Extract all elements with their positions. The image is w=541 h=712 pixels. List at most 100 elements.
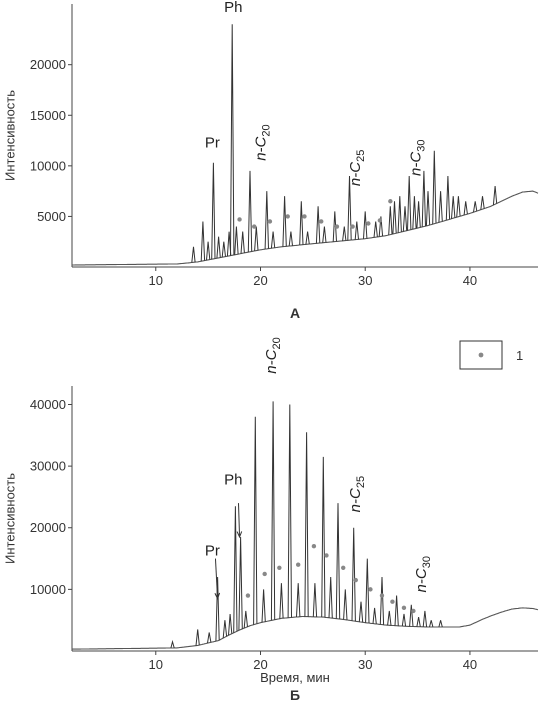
x-tick-label: 10 (149, 657, 163, 672)
marker-point (285, 214, 290, 219)
marker-point (353, 577, 358, 583)
marker-point (411, 608, 416, 614)
marker-point (390, 599, 395, 604)
chromatogram-peak (379, 576, 385, 625)
chromatogram-peak (221, 241, 226, 258)
chromatogram-peak (243, 610, 248, 629)
marker-point (379, 593, 385, 598)
chromatogram-peak (401, 613, 407, 627)
chromatogram-peak (270, 231, 276, 249)
carbon-label-subscript: 25 (355, 476, 367, 488)
chromatogram-peak (445, 175, 451, 221)
x-tick-label: 30 (358, 273, 372, 288)
chromatogram-peak (254, 226, 259, 251)
chromatogram-peak (296, 583, 301, 618)
y-axis-title: Интенсивность (3, 473, 18, 564)
chromatogram-peak (422, 610, 428, 627)
carbon-label: n-C20 (253, 124, 273, 160)
chromatogram-peak (451, 196, 456, 219)
chromatogram-peak (288, 231, 293, 247)
chromatogram-peak (228, 613, 233, 636)
carbon-label: n-C25 (347, 476, 367, 512)
chromatogram-peak (416, 617, 421, 627)
x-axis-title: Время, мин (260, 670, 330, 685)
chromatogram-peak (299, 201, 304, 246)
chromatogram-peak (170, 639, 175, 649)
peak-label: Ph (224, 472, 242, 489)
marker-point (302, 214, 307, 219)
chromatogram-peak (215, 576, 220, 642)
chromatogram-peak (392, 201, 397, 235)
arrow-head (236, 531, 243, 539)
chromatogram-peak (216, 236, 221, 259)
x-tick-label: 10 (149, 273, 163, 288)
carbon-label-prefix: n-C (408, 152, 425, 176)
chromatogram-peak (287, 404, 292, 618)
chromatogram-peak (473, 201, 478, 213)
marker-point (388, 199, 393, 204)
marker-point (401, 605, 407, 611)
chromatogram-peak (247, 170, 253, 253)
legend-marker (478, 352, 484, 358)
marker-point (277, 565, 282, 571)
chromatogram-peak (407, 175, 412, 231)
panel-label: Б (290, 687, 300, 703)
x-tick-label: 30 (358, 657, 372, 672)
chromatogram-peak (394, 595, 399, 626)
y-tick-label: 10000 (30, 158, 66, 173)
y-tick-label: 10000 (30, 582, 66, 597)
carbon-label-prefix: n-C (263, 349, 280, 373)
x-tick-label: 40 (463, 273, 477, 288)
carbon-label-subscript: 25 (355, 150, 367, 162)
chromatogram-peak (354, 221, 359, 240)
chromatogram-peak (438, 620, 443, 628)
carbon-label-prefix: n-C (347, 162, 364, 186)
marker-point (262, 571, 267, 577)
chromatogram-peak (282, 196, 287, 247)
chromatogram-peak (412, 196, 417, 230)
chromatogram-peak (388, 206, 393, 236)
chromatogram-peak (492, 186, 498, 206)
chromatogram-peak (351, 527, 356, 622)
chromatogram-peak (416, 201, 421, 229)
marker-point (334, 224, 340, 229)
chromatogram-peak (332, 211, 337, 242)
marker-point (319, 219, 324, 224)
marker-point (252, 224, 257, 229)
chromatogram-peak (342, 226, 347, 241)
chromatogram-peak (372, 607, 377, 625)
y-tick-label: 15000 (30, 108, 66, 123)
chromatogram-peak (240, 231, 245, 254)
marker-point (377, 218, 383, 223)
chromatogram-peak (211, 162, 216, 260)
arrow-line (214, 558, 219, 599)
chromatogram-peak (425, 191, 431, 226)
marker-point (295, 562, 301, 567)
marker-point (245, 593, 251, 598)
chromatogram-peak (322, 226, 327, 243)
carbon-label: n-C25 (347, 150, 367, 186)
chromatogram-peak (432, 150, 437, 225)
chromatogram-peak (200, 221, 206, 262)
x-tick-label: 20 (253, 657, 267, 672)
panel-label: А (290, 305, 300, 321)
chromatogram-peak (378, 216, 384, 237)
chromatogram-peak (402, 206, 408, 232)
chromatogram-peak (253, 416, 258, 625)
x-tick-label: 20 (253, 273, 267, 288)
chromatogram-peak (191, 246, 196, 263)
chromatogram-peak (373, 221, 378, 238)
chromatogram-peak (387, 610, 392, 626)
chromatogram-peak (365, 558, 370, 624)
chromatogram-peak (305, 231, 310, 245)
carbon-label: n-C20 (263, 337, 283, 373)
chromatogram-peak (438, 191, 443, 223)
chromatogram-peak (206, 241, 211, 261)
arrow-head (214, 592, 221, 600)
chromatogram-peak (207, 632, 212, 644)
chromatogram-peak (312, 583, 318, 617)
peak-label: Ph (224, 0, 242, 16)
marker-point (341, 565, 346, 571)
panel-b: 10 20 30 40 10000 20000 30000 40000 Интенсивност… (3, 337, 539, 703)
marker-point (311, 544, 317, 549)
